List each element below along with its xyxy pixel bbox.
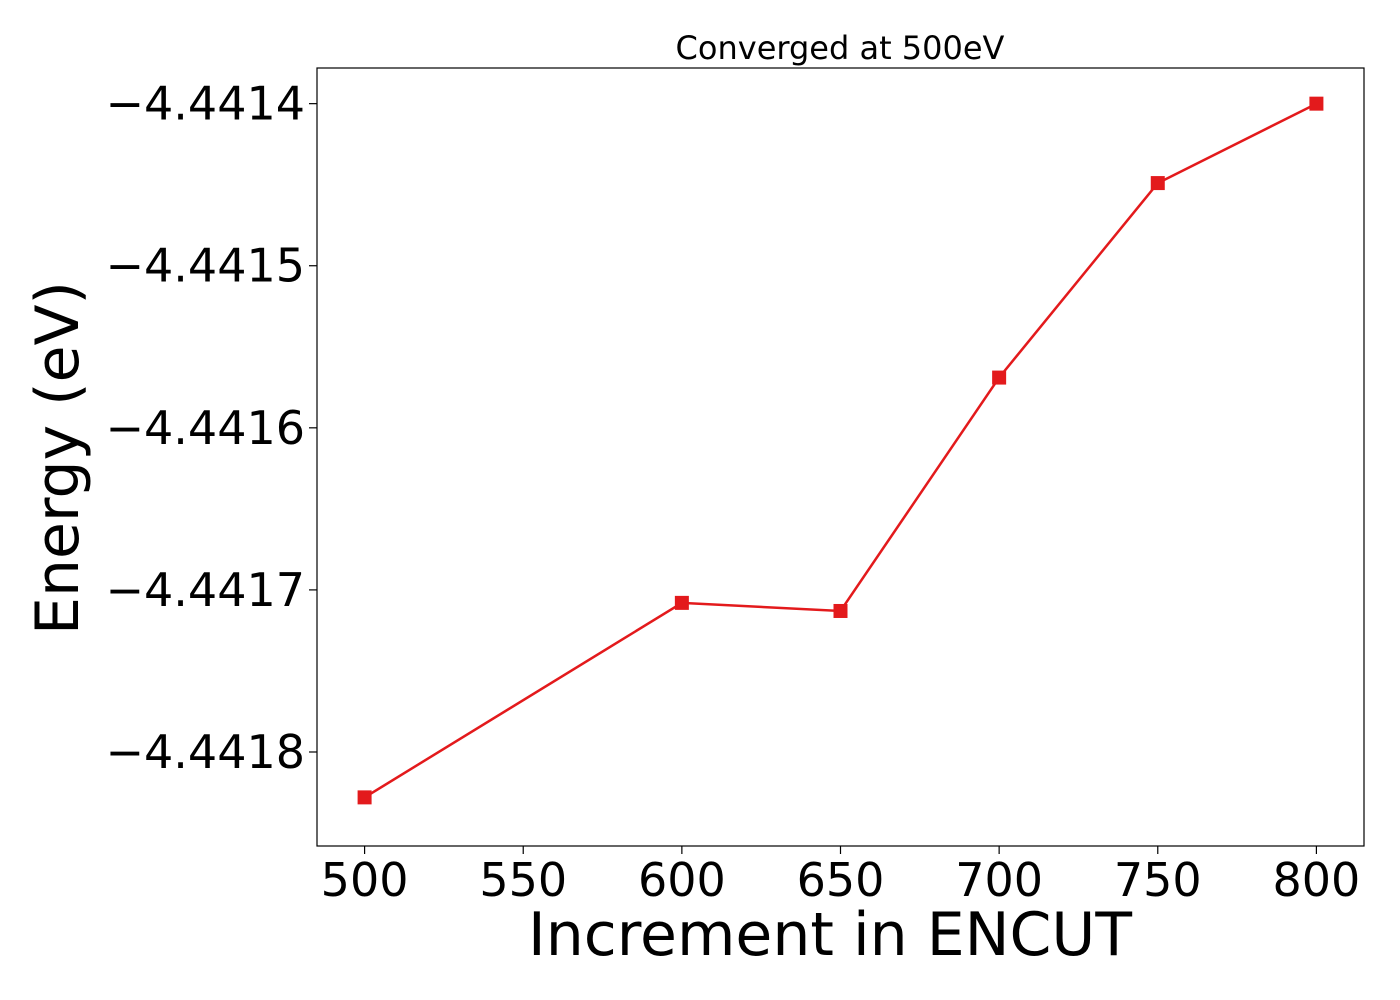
data-point-marker	[1150, 176, 1165, 191]
x-tick-label: 700	[955, 853, 1043, 907]
y-tick-label: −4.4417	[106, 563, 306, 617]
y-axis-label: Energy (eV)	[23, 281, 93, 635]
data-point-marker	[1309, 96, 1324, 111]
x-tick-label: 500	[321, 853, 409, 907]
y-axis: −4.4414 −4.4415 −4.4416 −4.4417 −4.4418	[106, 77, 317, 779]
data-point-marker	[357, 790, 372, 805]
series-layer	[357, 96, 1324, 805]
data-point-marker	[833, 603, 848, 618]
x-axis-label: Increment in ENCUT	[528, 900, 1132, 970]
x-axis: 500 550 600 650 700 750 800	[321, 846, 1361, 907]
x-tick-label: 550	[479, 853, 567, 907]
data-point-marker	[992, 370, 1007, 385]
y-tick-label: −4.4414	[106, 77, 306, 131]
x-tick-label: 750	[1114, 853, 1202, 907]
y-tick-label: −4.4418	[106, 725, 306, 779]
y-tick-label: −4.4415	[106, 239, 306, 293]
x-tick-label: 650	[797, 853, 885, 907]
x-tick-label: 600	[638, 853, 726, 907]
chart-title: Converged at 500eV	[676, 29, 1005, 67]
series-line	[363, 102, 1317, 799]
x-tick-label: 800	[1273, 853, 1361, 907]
data-point-marker	[674, 595, 689, 610]
y-tick-label: −4.4416	[106, 401, 306, 455]
